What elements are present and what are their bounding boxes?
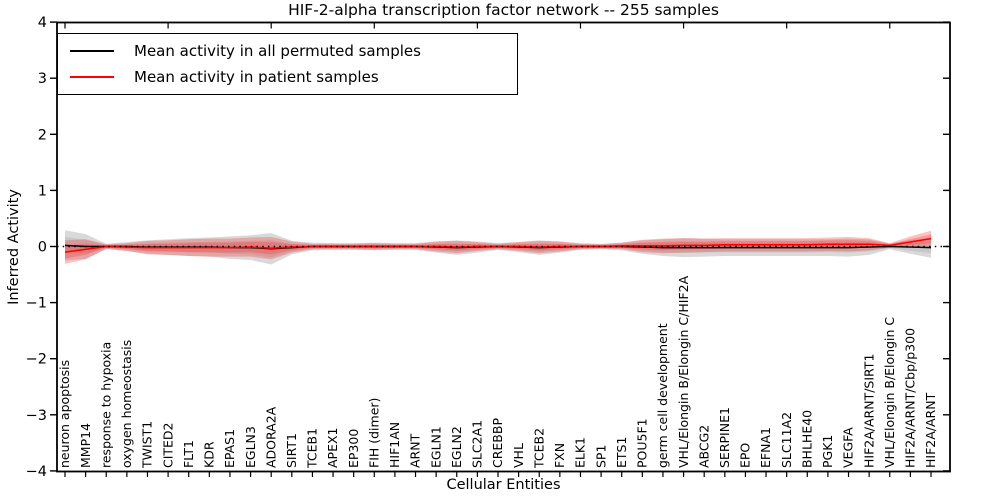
x-category-label: VHL [511,443,526,468]
legend-line-red-icon [70,76,114,78]
x-category-label: HIF1AN [387,422,402,468]
y-tick-label: 3 [38,71,47,87]
x-category-label: APEX1 [325,427,340,468]
x-category-label: CITED2 [160,422,175,468]
x-category-label: ARNT [408,433,423,468]
x-category-label: BHLHE40 [799,410,814,468]
x-category-label: ELK1 [573,437,588,468]
y-tick-label: 1 [38,183,47,199]
mean-line-series1 [64,237,932,253]
legend-line-black-icon [70,50,114,52]
x-category-label: EGLN1 [428,426,443,468]
x-category-label: VHL/Elongin B/Elongin C [882,317,897,468]
x-category-label: FIH (dimer) [366,398,381,468]
x-category-label: ABCG2 [696,425,711,468]
x-category-label: HIF2A/ARNT [923,392,938,468]
x-category-label: ADORA2A [263,406,278,468]
x-category-label: HIF2A/ARNT/SIRT1 [861,354,876,468]
legend-label-patient: Mean activity in patient samples [134,68,379,86]
x-category-label: germ cell development [655,323,670,468]
x-category-label: FXN [552,443,567,468]
x-category-label: response to hypoxia [98,342,113,468]
legend-item-patient: Mean activity in patient samples [58,68,517,86]
x-category-label: POU5F1 [635,418,650,468]
x-category-label: TCEB1 [305,428,320,469]
x-category-label: SLC11A2 [779,412,794,468]
x-category-label: ETS1 [614,437,629,468]
x-category-label: EFNA1 [758,427,773,468]
x-category-label: oxygen homeostasis [119,340,134,468]
x-category-label: VHL/Elongin B/Elongin C/HIF2A [676,275,691,468]
x-category-label: EPO [738,443,753,468]
y-tick-label: 2 [38,127,47,143]
chart-title: HIF-2-alpha transcription factor network… [288,1,719,19]
x-category-label: TCEB2 [531,428,546,469]
x-category-label: SERPINE1 [717,407,732,468]
x-category-label: MMP14 [78,423,93,468]
legend-item-permuted: Mean activity in all permuted samples [58,42,517,60]
x-category-label: neuron apoptosis [57,360,72,468]
x-category-label: SLC2A1 [470,420,485,468]
legend-label-permuted: Mean activity in all permuted samples [134,42,421,60]
x-category-label: CREBBP [490,418,505,468]
y-tick-label: 0 [38,240,47,256]
x-category-label: KDR [202,441,217,468]
x-category-label: EP300 [346,429,361,468]
x-category-label: TWIST1 [140,421,155,469]
y-axis-label: Inferred Activity [6,189,22,305]
y-tick-label: 4 [38,15,47,31]
x-category-label: SIRT1 [284,433,299,468]
x-category-label: FLT1 [181,440,196,468]
x-category-label: PGK1 [820,435,835,468]
x-axis-label: Cellular Entities [446,477,561,493]
x-category-label: SP1 [593,445,608,468]
band-outer-series0 [65,230,931,265]
y-tick-label: −4 [26,464,47,480]
y-tick-label: −3 [26,408,47,424]
y-tick-label: −1 [26,296,47,312]
x-category-label: EGLN3 [243,426,258,468]
band-outer-series1 [65,230,931,264]
x-category-label: VEGFA [841,427,856,468]
x-category-label: EGLN2 [449,426,464,468]
x-category-label: HIF2A/ARNT/Cbp/p300 [903,328,918,468]
y-tick-label: −2 [26,352,47,368]
x-category-label: EPAS1 [222,429,237,468]
legend: Mean activity in all permuted samples Me… [57,33,518,95]
